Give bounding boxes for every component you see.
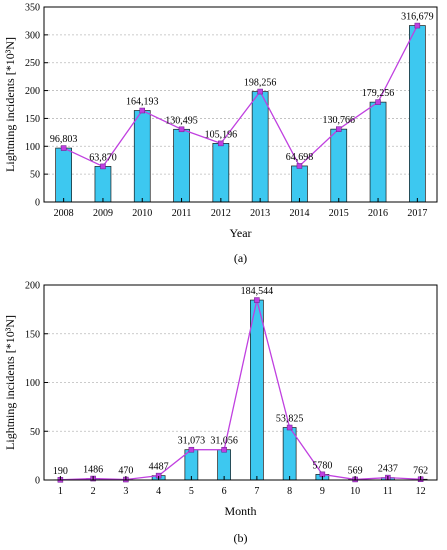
- bar: [251, 91, 269, 203]
- y-tick-label: 0: [35, 476, 40, 487]
- line-point: [218, 140, 224, 147]
- x-tick-label: 2008: [54, 208, 74, 219]
- x-tick-label: 2014: [289, 208, 309, 219]
- panel-label: (b): [234, 531, 248, 545]
- bar: [217, 449, 231, 481]
- data-label: 2437: [378, 464, 398, 475]
- panel-a-chart: 0 50 100 150 200 250 300 350 96,803 63,870 164,193…: [3, 3, 438, 265]
- data-label: 53,825: [276, 414, 304, 425]
- y-tick-label: 150: [25, 114, 40, 125]
- y-tick-label: 300: [25, 30, 40, 41]
- bar: [133, 110, 151, 203]
- x-tick-label: 9: [320, 486, 325, 497]
- bar: [212, 143, 230, 203]
- line-point: [254, 297, 260, 303]
- line-point: [296, 163, 303, 169]
- data-label: 31,056: [210, 436, 238, 447]
- x-tick-label: 2013: [250, 208, 270, 219]
- x-tick-label: 2009: [93, 208, 113, 219]
- plot-frame: [43, 6, 438, 203]
- data-label: 762: [413, 465, 428, 476]
- line-point: [60, 145, 67, 151]
- data-label: 569: [348, 465, 363, 476]
- x-tick-label: 11: [383, 486, 393, 497]
- y-tick-label: 100: [25, 378, 40, 389]
- x-tick-label: 7: [254, 486, 259, 497]
- bar: [184, 449, 199, 481]
- x-tick-label: 2015: [329, 208, 349, 219]
- x-tick-label: 4: [156, 486, 161, 497]
- bar: [409, 25, 426, 203]
- x-tick-label: 8: [287, 486, 292, 497]
- y-tick-label: 0: [35, 198, 40, 209]
- y-tick-label: 150: [25, 329, 40, 340]
- data-label: 31,073: [178, 436, 206, 447]
- data-label: 130,495: [165, 115, 198, 126]
- bar: [250, 299, 264, 481]
- data-label: 190: [53, 466, 68, 477]
- line-point: [336, 126, 342, 132]
- line-point: [221, 446, 227, 453]
- y-axis-title: Lightning incidents [*10³N]: [3, 37, 17, 172]
- data-label: 4487: [149, 462, 169, 473]
- data-label: 179,256: [362, 88, 395, 99]
- x-tick-label: 10: [350, 486, 360, 497]
- line-point: [414, 22, 421, 29]
- panel-label: (a): [234, 251, 247, 265]
- bar: [291, 165, 308, 203]
- x-tick-label: 2010: [132, 208, 152, 219]
- plot-frame: [43, 284, 438, 481]
- y-axis-title: Lightning incidents [*10³N]: [3, 315, 17, 450]
- data-label: 5780: [312, 460, 332, 471]
- data-label: 130,766: [323, 115, 356, 126]
- x-tick-label: 1: [58, 486, 63, 497]
- x-tick-label: 2011: [172, 208, 192, 219]
- data-label: 1486: [83, 465, 103, 476]
- data-label: 184,544: [241, 286, 274, 297]
- line-point: [100, 163, 106, 170]
- bar: [282, 427, 297, 481]
- bar: [173, 128, 190, 203]
- y-tick-label: 50: [30, 170, 40, 181]
- y-tick-label: 50: [30, 427, 40, 438]
- y-tick-label: 200: [25, 281, 40, 292]
- line-point: [286, 424, 293, 431]
- data-label: 316,679: [401, 12, 434, 23]
- series-line: [60, 299, 421, 481]
- line-point: [375, 99, 381, 105]
- x-tick-label: 2012: [211, 208, 231, 219]
- y-tick-label: 100: [25, 142, 40, 153]
- bar: [369, 101, 387, 203]
- data-label: 96,803: [50, 134, 78, 145]
- x-tick-label: 2017: [407, 208, 427, 219]
- bar: [94, 166, 112, 203]
- data-label: 164,193: [126, 97, 159, 108]
- bar: [55, 147, 73, 203]
- x-tick-label: 2016: [368, 208, 388, 219]
- x-tick-label: 2: [91, 486, 96, 497]
- x-tick-label: 6: [222, 486, 227, 497]
- y-tick-label: 250: [25, 58, 40, 69]
- line-point: [139, 107, 145, 114]
- x-tick-label: 5: [189, 486, 194, 497]
- data-label: 105,196: [205, 129, 238, 140]
- line-point: [178, 126, 185, 133]
- data-label: 470: [118, 466, 133, 477]
- data-label: 64,698: [286, 152, 314, 163]
- line-point: [188, 446, 195, 453]
- x-tick-label: 12: [416, 486, 426, 497]
- line-point: [257, 88, 263, 95]
- x-tick-label: 3: [123, 486, 128, 497]
- bar: [330, 128, 348, 203]
- data-label: 63,870: [89, 152, 117, 163]
- y-tick-label: 200: [25, 86, 40, 97]
- series-line: [63, 25, 418, 168]
- y-tick-label: 350: [25, 3, 40, 14]
- x-axis-title: Year: [229, 226, 251, 240]
- data-label: 198,256: [244, 78, 277, 89]
- x-axis-title: Month: [224, 504, 256, 518]
